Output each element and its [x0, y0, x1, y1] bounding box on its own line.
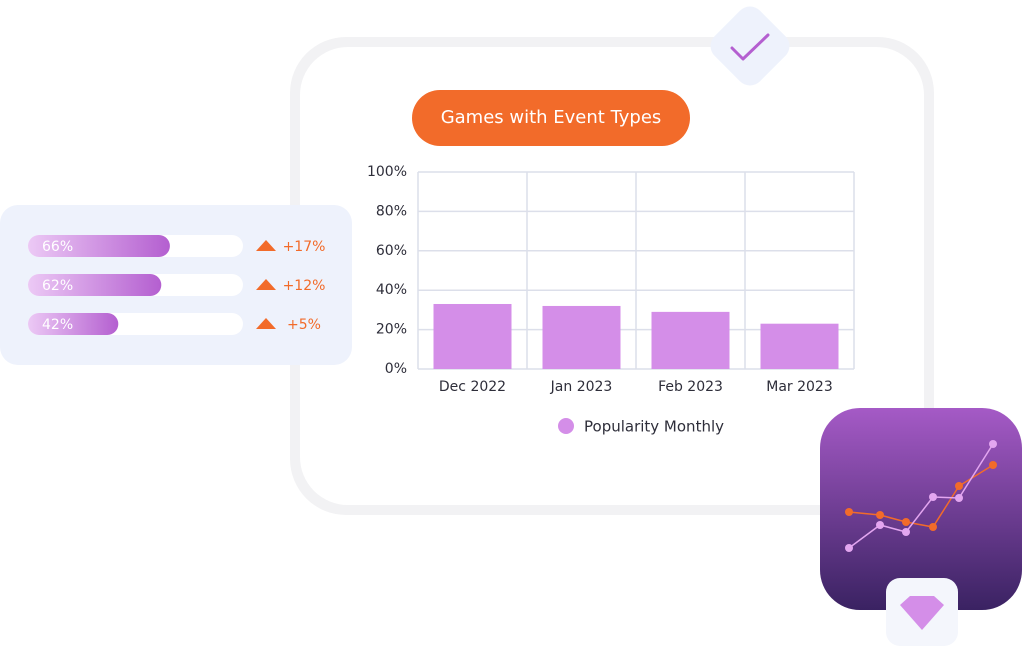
x-tick-label: Jan 2023: [550, 379, 613, 395]
y-tick-label: 40%: [376, 282, 407, 298]
card: [300, 47, 924, 505]
y-tick-label: 60%: [376, 243, 407, 259]
mini-points: [845, 461, 997, 531]
chart-title: Games with Event Types: [441, 107, 662, 128]
progress-label: 62%: [42, 278, 73, 294]
legend-marker: [558, 418, 574, 434]
mini-points: [845, 440, 997, 552]
check-badge: [710, 6, 790, 86]
progress-fill: [28, 313, 119, 335]
y-tick-label: 100%: [367, 164, 407, 180]
progress-label: 42%: [42, 317, 73, 333]
x-tick-label: Dec 2022: [439, 379, 506, 395]
mini-chart-card: [820, 408, 1022, 610]
progress-fill: [28, 274, 162, 296]
change-label: +17%: [283, 239, 326, 255]
up-arrow: [256, 318, 276, 329]
legend-label: Popularity Monthly: [584, 418, 724, 436]
title-pill: [412, 90, 690, 146]
y-tick-label: 20%: [376, 322, 407, 338]
change-label: +12%: [283, 278, 326, 294]
bar: [760, 323, 839, 369]
up-arrow: [256, 240, 276, 251]
y-tick-label: 80%: [376, 203, 407, 219]
bar: [433, 303, 512, 369]
bar: [651, 311, 730, 369]
mini-line: [848, 443, 994, 549]
check-icon: [730, 33, 770, 61]
x-tick-label: Mar 2023: [766, 379, 833, 395]
bar: [542, 305, 621, 369]
gem-icon: [900, 596, 944, 630]
up-arrow: [256, 279, 276, 290]
mini-line: [848, 464, 994, 528]
change-label: +5%: [287, 317, 321, 333]
progress-fill: [28, 235, 170, 257]
y-tick-label: 0%: [385, 361, 407, 377]
x-tick-label: Feb 2023: [658, 379, 723, 395]
progress-label: 66%: [42, 239, 73, 255]
